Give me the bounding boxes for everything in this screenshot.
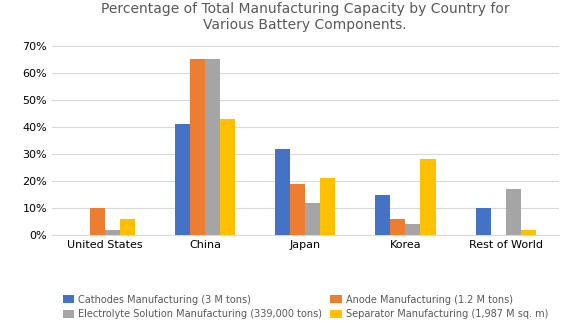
Bar [476, 208, 491, 235]
Bar [391, 219, 406, 235]
Title: Percentage of Total Manufacturing Capacity by Country for
Various Battery Compon: Percentage of Total Manufacturing Capaci… [101, 2, 510, 32]
Bar [190, 59, 205, 235]
Bar [290, 184, 305, 235]
Bar [420, 159, 435, 235]
Bar [406, 224, 420, 235]
Bar [105, 230, 120, 235]
Bar [120, 219, 135, 235]
Bar [376, 195, 391, 235]
Bar [320, 178, 335, 235]
Bar [521, 230, 536, 235]
Bar [220, 119, 235, 235]
Bar [175, 124, 190, 235]
Bar [90, 208, 105, 235]
Bar [305, 203, 320, 235]
Legend: Cathodes Manufacturing (3 M tons), Electrolyte Solution Manufacturing (339,000 t: Cathodes Manufacturing (3 M tons), Elect… [63, 295, 548, 320]
Bar [506, 189, 521, 235]
Bar [205, 59, 220, 235]
Bar [275, 149, 290, 235]
